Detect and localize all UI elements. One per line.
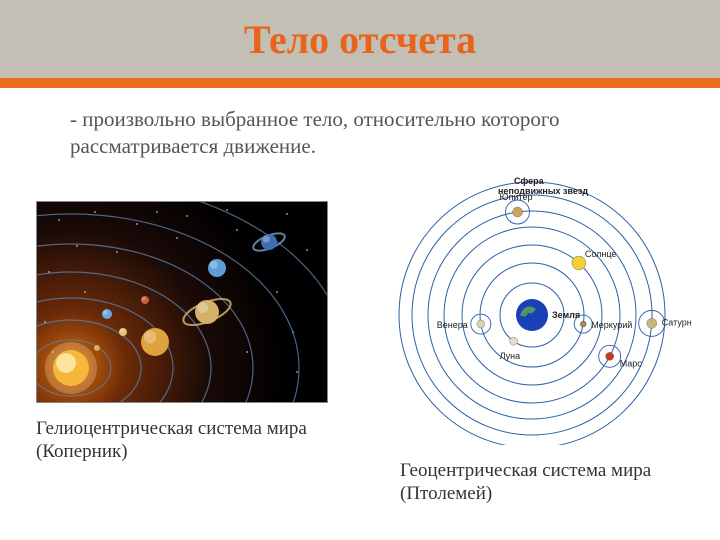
geocentric-svg: Сферанеподвижных звездЗемляЛунаВенераМер… — [372, 175, 692, 445]
svg-text:Солнце: Солнце — [585, 249, 617, 259]
definition-text: - произвольно выбранное тело, относитель… — [70, 106, 660, 161]
geocentric-caption: Геоцентрическая система мира (Птолемей) — [400, 459, 680, 507]
svg-text:Марс: Марс — [620, 358, 643, 368]
geocentric-diagram: Сферанеподвижных звездЗемляЛунаВенераМер… — [372, 175, 692, 445]
accent-bar — [0, 78, 720, 88]
title-band: Тело отсчета — [0, 0, 720, 78]
svg-text:Венера: Венера — [437, 320, 468, 330]
slide: Тело отсчета - произвольно выбранное тел… — [0, 0, 720, 540]
heliocentric-caption: Гелиоцентрическая система мира (Коперник… — [36, 417, 316, 465]
page-title: Тело отсчета — [244, 16, 476, 63]
figures-row: Гелиоцентрическая система мира (Коперник… — [0, 175, 720, 507]
heliocentric-figure: Гелиоцентрическая система мира (Коперник… — [28, 175, 328, 465]
heliocentric-svg — [37, 202, 327, 402]
heliocentric-diagram — [36, 201, 328, 403]
svg-text:Луна: Луна — [500, 351, 520, 361]
svg-text:Юпитер: Юпитер — [500, 192, 533, 202]
svg-text:Меркурий: Меркурий — [591, 320, 632, 330]
svg-text:Сатурн: Сатурн — [662, 317, 692, 327]
geocentric-figure: Сферанеподвижных звездЗемляЛунаВенераМер… — [372, 175, 692, 507]
